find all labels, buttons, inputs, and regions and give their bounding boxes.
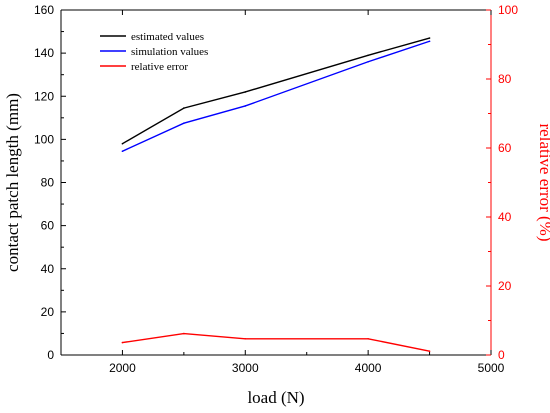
y-left-tick-label: 60: [41, 219, 55, 233]
data-point-simulation-values: [121, 150, 124, 153]
series-line-relative-error: [122, 332, 430, 352]
y-left-tick-label: 0: [47, 348, 54, 362]
x-tick-label: 3000: [232, 361, 259, 375]
y-right-tick-label: 0: [498, 348, 505, 362]
y-right-tick-label: 40: [498, 210, 512, 224]
data-point-simulation-values: [183, 122, 185, 125]
y-left-tick-label: 40: [41, 262, 55, 276]
data-point-simulation-values: [367, 60, 369, 63]
data-point-relative-error: [367, 337, 369, 340]
x-tick-label: 2000: [109, 361, 136, 375]
data-point-simulation-values: [244, 105, 247, 107]
data-point-estimated-values: [367, 54, 369, 57]
y-right-tick-label: 20: [498, 279, 512, 293]
data-point-estimated-values: [244, 91, 247, 93]
y-left-tick-label: 120: [34, 89, 54, 103]
x-tick-label: 5000: [478, 361, 505, 375]
y-left-tick-label: 160: [34, 3, 54, 17]
legend-label: relative error: [131, 61, 188, 73]
data-point-relative-error: [121, 341, 124, 344]
legend-label: simulation values: [131, 46, 208, 58]
legend-label: estimated values: [131, 31, 204, 43]
y-left-axis-title: contact patch length (mm): [3, 93, 22, 272]
y-right-tick-label: 60: [498, 141, 512, 155]
y-right-axis-title: relative error (%): [536, 124, 550, 242]
y-left-tick-label: 80: [41, 176, 55, 190]
y-left-tick-label: 20: [41, 305, 55, 319]
y-right-tick-label: 100: [498, 3, 518, 17]
x-axis-title: load (N): [247, 388, 304, 407]
data-point-relative-error: [244, 337, 247, 340]
data-point-simulation-values: [428, 40, 431, 43]
y-left-tick-label: 140: [34, 46, 54, 60]
data-point-relative-error: [428, 350, 431, 353]
y-right-tick-label: 80: [498, 72, 512, 86]
data-point-estimated-values: [428, 37, 431, 39]
y-left-tick-label: 100: [34, 132, 54, 146]
x-tick-label: 4000: [355, 361, 382, 375]
data-point-relative-error: [183, 332, 185, 335]
data-point-estimated-values: [121, 142, 124, 145]
data-point-estimated-values: [183, 107, 185, 109]
